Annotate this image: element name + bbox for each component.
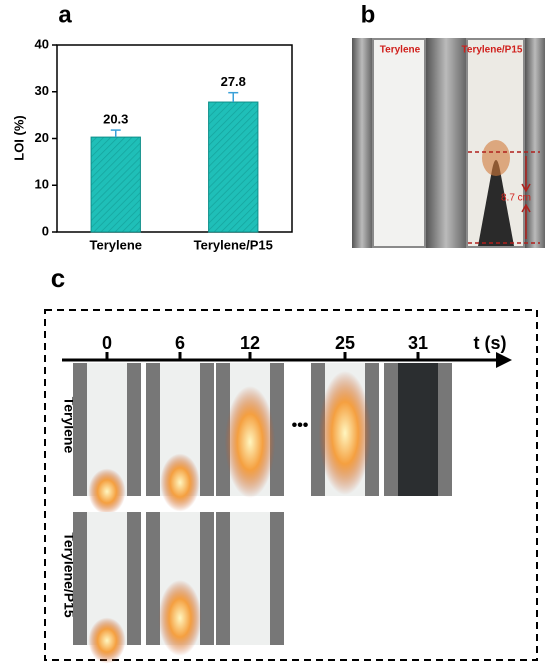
photo: [73, 363, 141, 515]
photo: [216, 363, 284, 498]
time-label: 31: [408, 333, 428, 353]
y-tick-label: 10: [35, 177, 49, 192]
time-label: 25: [335, 333, 355, 353]
photo-label: Terylene: [380, 45, 421, 56]
ellipsis: •••: [292, 417, 309, 434]
photo: [384, 363, 452, 496]
photo-label: Terylene/P15: [462, 45, 523, 56]
photo: [146, 363, 214, 512]
flame: [88, 468, 126, 515]
flame: [160, 453, 200, 512]
panel-label: b: [361, 1, 376, 28]
panel-label: c: [51, 263, 65, 293]
value-label: 27.8: [221, 74, 246, 89]
photo-b: [352, 38, 545, 248]
flame: [318, 371, 372, 495]
fabric: [230, 512, 270, 645]
y-tick-label: 30: [35, 83, 49, 98]
bar-hatch: [208, 101, 259, 233]
error-bar: [110, 129, 121, 138]
time-label: 12: [240, 333, 260, 353]
time-label: 0: [102, 333, 112, 353]
measure-label: 8.7 cm: [501, 193, 531, 204]
photo: [73, 512, 141, 664]
y-tick-label: 20: [35, 130, 49, 145]
photo: [146, 512, 214, 656]
photo: [311, 363, 379, 496]
time-axis-label: t (s): [474, 333, 507, 353]
error-bar: [228, 91, 239, 103]
x-tick-label: Terylene: [89, 237, 142, 252]
y-tick-label: 0: [42, 223, 49, 238]
y-axis-label: LOI (%): [11, 115, 26, 161]
arrow-head: [496, 352, 512, 368]
frame: [44, 309, 538, 661]
flame: [88, 617, 126, 664]
y-tick-label: 40: [35, 36, 49, 51]
flame: [224, 386, 276, 498]
photo: [216, 512, 284, 645]
value-label: 20.3: [103, 112, 128, 127]
time-label: 6: [175, 333, 185, 353]
x-tick-label: Terylene/P15: [194, 237, 273, 252]
panel-label: a: [58, 1, 72, 28]
flame: [158, 580, 202, 656]
fabric: [398, 363, 438, 496]
bar-hatch: [90, 136, 141, 233]
